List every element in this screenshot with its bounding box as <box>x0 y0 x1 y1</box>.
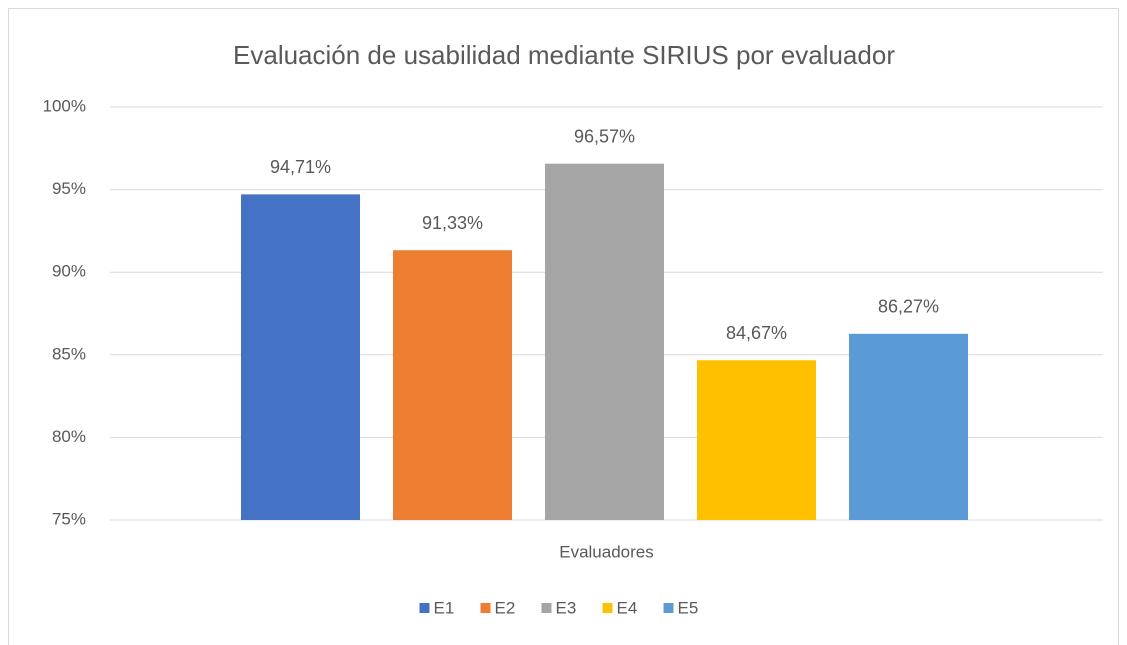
legend-swatch <box>419 603 430 613</box>
legend-label: E2 <box>495 598 516 617</box>
y-tick-label: 85% <box>52 344 86 363</box>
bar <box>393 250 512 520</box>
legend-swatch <box>541 603 552 613</box>
legend-label: E4 <box>617 598 638 617</box>
legend-label: E3 <box>556 598 577 617</box>
legend-swatch <box>602 603 613 613</box>
y-tick-label: 80% <box>52 427 86 446</box>
y-tick-label: 75% <box>52 509 86 528</box>
chart-title: Evaluación de usabilidad mediante SIRIUS… <box>233 40 895 70</box>
data-label: 96,57% <box>574 126 635 146</box>
y-tick-label: 90% <box>52 262 86 281</box>
bar <box>241 194 360 520</box>
legend-swatch <box>663 603 674 613</box>
legend-label: E5 <box>678 598 699 617</box>
data-label: 91,33% <box>422 213 483 233</box>
data-label: 84,67% <box>726 323 787 343</box>
bar <box>849 333 968 520</box>
data-label: 94,71% <box>270 157 331 177</box>
legend-label: E1 <box>434 598 455 617</box>
x-tick-label: Evaluadores <box>559 542 654 561</box>
data-label: 86,27% <box>878 297 939 317</box>
legend-swatch <box>480 603 491 613</box>
y-tick-label: 100% <box>43 96 86 115</box>
y-tick-label: 95% <box>52 179 86 198</box>
bar <box>697 360 816 520</box>
bar <box>545 163 664 520</box>
